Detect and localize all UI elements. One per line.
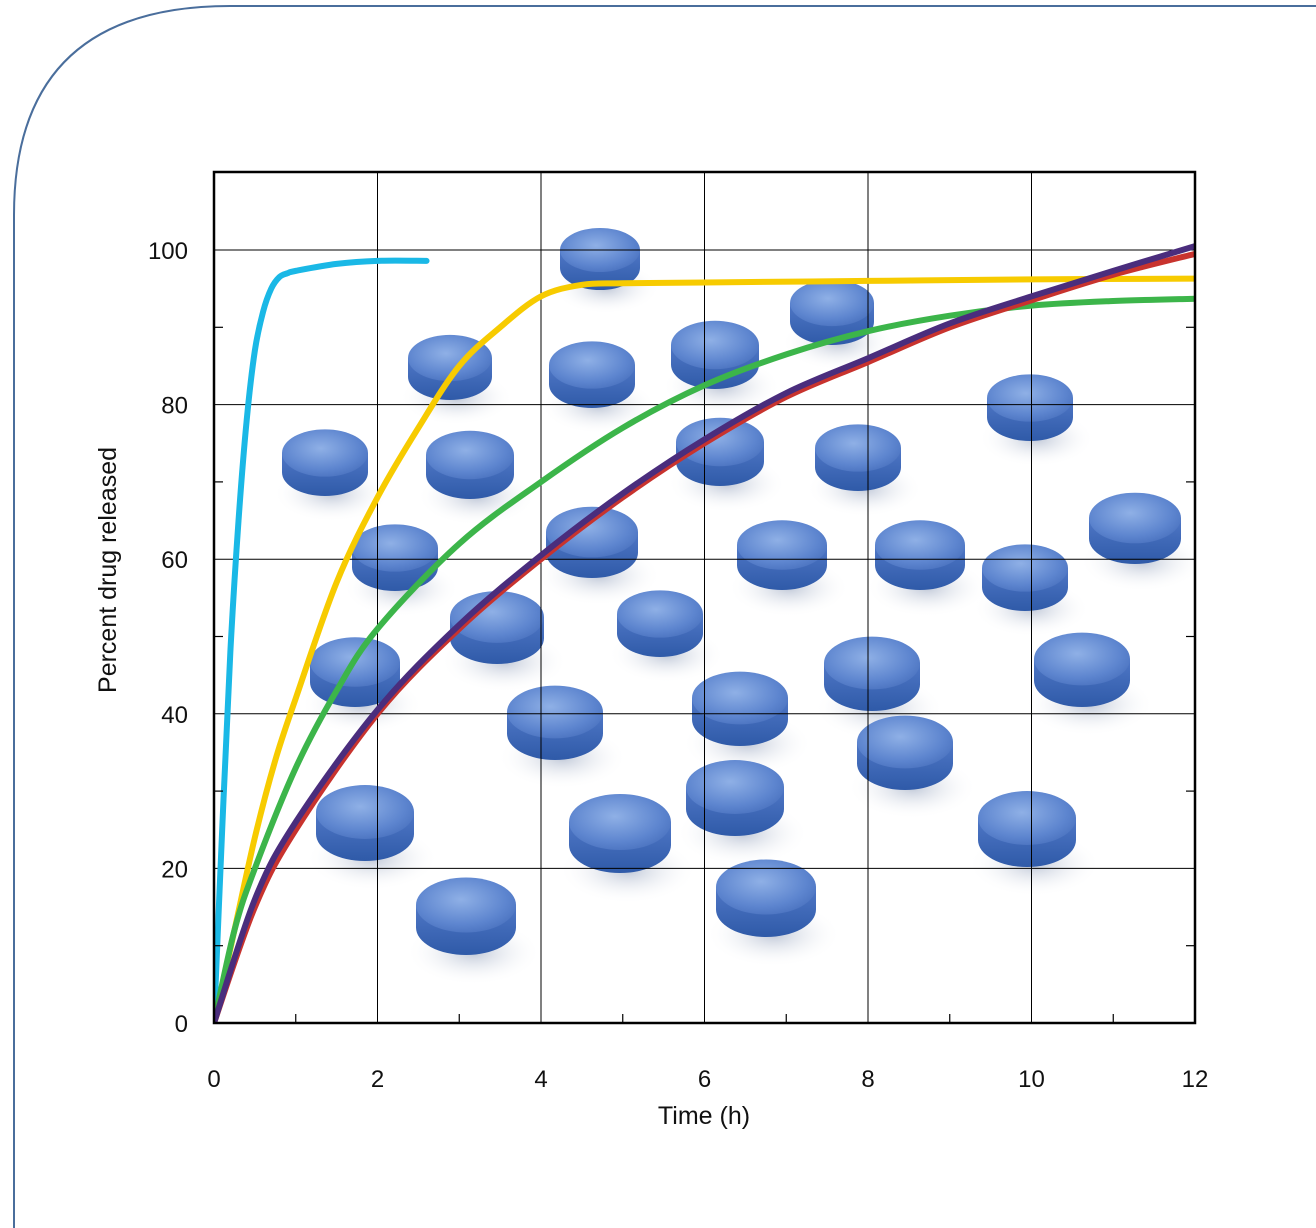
tablet (552, 228, 660, 315)
tablets-background-image (273, 228, 1195, 986)
x-axis-title: Time (h) (658, 1102, 750, 1130)
tablet (417, 430, 536, 526)
y-tick-label: 20 (161, 856, 188, 883)
tablet (978, 374, 1095, 468)
tablet (1079, 492, 1195, 592)
y-tick-labels: 0 20 40 60 80 100 (148, 238, 188, 1038)
x-tick-label: 12 (1182, 1066, 1209, 1093)
tablet (406, 877, 541, 986)
series-line-5 (214, 243, 1195, 1023)
x-tick-label: 8 (861, 1066, 874, 1093)
tablet (1024, 632, 1154, 737)
x-tick-label: 0 (207, 1066, 220, 1093)
y-tick-label: 80 (161, 393, 188, 420)
y-axis-title: Percent drug released (94, 447, 122, 693)
axis-ticks (214, 326, 1195, 1023)
tablet (728, 520, 850, 618)
tablet (306, 785, 439, 891)
tablet (440, 591, 568, 693)
tablet (667, 417, 786, 513)
tablet (662, 320, 781, 416)
x-tick-label: 2 (371, 1066, 384, 1093)
series-line-2 (214, 275, 1195, 1023)
tablet (536, 506, 662, 606)
y-tick-label: 60 (161, 547, 188, 574)
y-tick-label: 0 (175, 1011, 188, 1038)
tablet (540, 341, 657, 435)
tablet (706, 859, 841, 968)
y-tick-label: 100 (148, 238, 188, 265)
tablet (676, 760, 809, 866)
tablet (682, 671, 812, 776)
tablet (558, 793, 697, 904)
x-tick-label: 4 (534, 1066, 547, 1093)
tablet (866, 520, 988, 618)
x-tick-labels: 0 2 4 6 8 10 12 (207, 1066, 1208, 1093)
tablet (847, 715, 977, 820)
tablet (497, 685, 627, 790)
tablet (399, 334, 513, 426)
tablet (968, 791, 1101, 897)
plot-frame (212, 170, 1197, 1025)
y-tick-label: 40 (161, 702, 188, 729)
tablet (273, 429, 390, 523)
tablet (806, 424, 923, 518)
tablet (608, 590, 725, 684)
series-line-1 (214, 257, 430, 1023)
tablet (814, 636, 944, 741)
series-line-4 (214, 250, 1195, 1023)
x-tick-label: 6 (698, 1066, 711, 1093)
data-series (214, 243, 1195, 1023)
x-tick-label: 10 (1018, 1066, 1045, 1093)
